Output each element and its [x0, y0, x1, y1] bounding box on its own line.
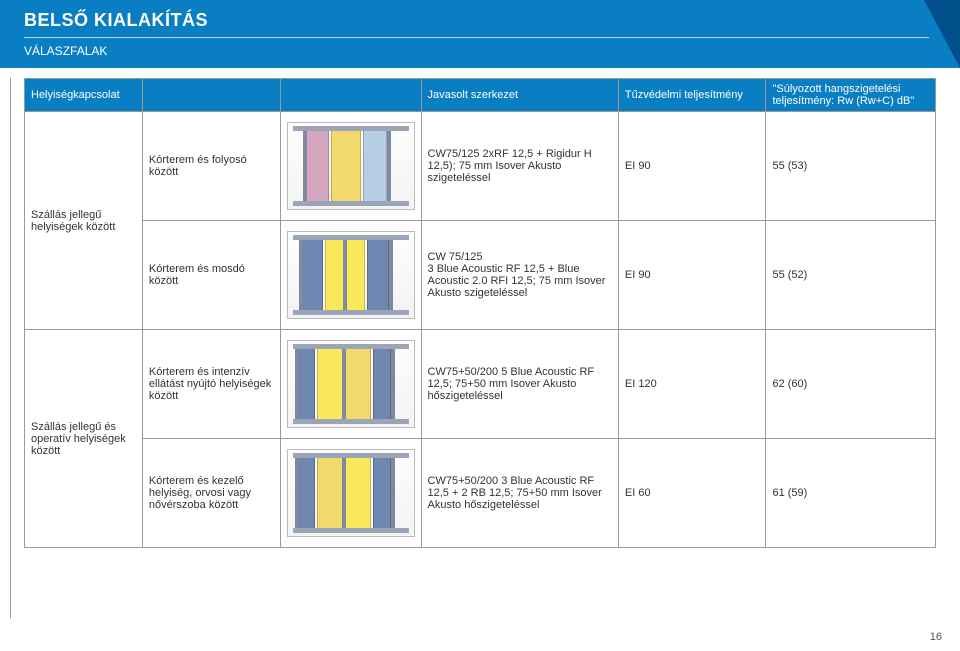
col-header-fire: Tűzvédelmi teljesítmény — [618, 79, 766, 112]
page-subtitle: VÁLASZFALAK — [24, 44, 936, 58]
row-acoustic: 55 (53) — [766, 112, 936, 221]
row-acoustic: 61 (59) — [766, 439, 936, 548]
divider — [24, 37, 929, 38]
section-label: Szállás jellegű helyiségek között — [25, 112, 143, 330]
row-fire: EI 90 — [618, 221, 766, 330]
col-header-connection: Helyiségkapcsolat — [25, 79, 143, 112]
row-desc: Kórterem és mosdó között — [142, 221, 280, 330]
col-header-structure: Javasolt szerkezet — [421, 79, 618, 112]
page-title: BELSŐ KIALAKÍTÁS — [24, 10, 936, 31]
wall-thumbnail — [287, 122, 415, 210]
corner-accent — [924, 0, 960, 68]
col-header-blank2 — [280, 79, 421, 112]
table-row: Szállás jellegű és operatív helyiségek k… — [25, 330, 936, 439]
spec-table: Helyiségkapcsolat Javasolt szerkezet Tűz… — [24, 78, 936, 548]
row-fire: EI 120 — [618, 330, 766, 439]
wall-thumbnail — [287, 449, 415, 537]
section-label: Szállás jellegű és operatív helyiségek k… — [25, 330, 143, 548]
wall-thumbnail — [287, 340, 415, 428]
table-row: Kórterem és mosdó között CW 75/125 3 Blu… — [25, 221, 936, 330]
wall-thumb-cell — [280, 330, 421, 439]
table-row: Szállás jellegű helyiségek között Kórter… — [25, 112, 936, 221]
row-desc: Kórterem és folyosó között — [142, 112, 280, 221]
wall-thumb-cell — [280, 439, 421, 548]
row-struct: CW75+50/200 5 Blue Acoustic RF 12,5; 75+… — [421, 330, 618, 439]
table-header-row: Helyiségkapcsolat Javasolt szerkezet Tűz… — [25, 79, 936, 112]
row-fire: EI 90 — [618, 112, 766, 221]
content-area: Helyiségkapcsolat Javasolt szerkezet Tűz… — [24, 78, 936, 548]
col-header-acoustic: "Súlyozott hangszigetelési teljesítmény:… — [766, 79, 936, 112]
header-band: BELSŐ KIALAKÍTÁS VÁLASZFALAK — [0, 0, 960, 68]
row-fire: EI 60 — [618, 439, 766, 548]
row-desc: Kórterem és intenzív ellátást nyújtó hel… — [142, 330, 280, 439]
wall-thumb-cell — [280, 221, 421, 330]
wall-thumb-cell — [280, 112, 421, 221]
row-struct: CW75+50/200 3 Blue Acoustic RF 12,5 + 2 … — [421, 439, 618, 548]
row-acoustic: 62 (60) — [766, 330, 936, 439]
left-margin-rule — [10, 78, 11, 618]
page-number: 16 — [930, 631, 942, 643]
wall-thumbnail — [287, 231, 415, 319]
table-row: Kórterem és kezelő helyiség, orvosi vagy… — [25, 439, 936, 548]
row-struct: CW 75/125 3 Blue Acoustic RF 12,5 + Blue… — [421, 221, 618, 330]
row-struct: CW75/125 2xRF 12,5 + Rigidur H 12,5); 75… — [421, 112, 618, 221]
row-acoustic: 55 (52) — [766, 221, 936, 330]
row-desc: Kórterem és kezelő helyiség, orvosi vagy… — [142, 439, 280, 548]
col-header-blank1 — [142, 79, 280, 112]
